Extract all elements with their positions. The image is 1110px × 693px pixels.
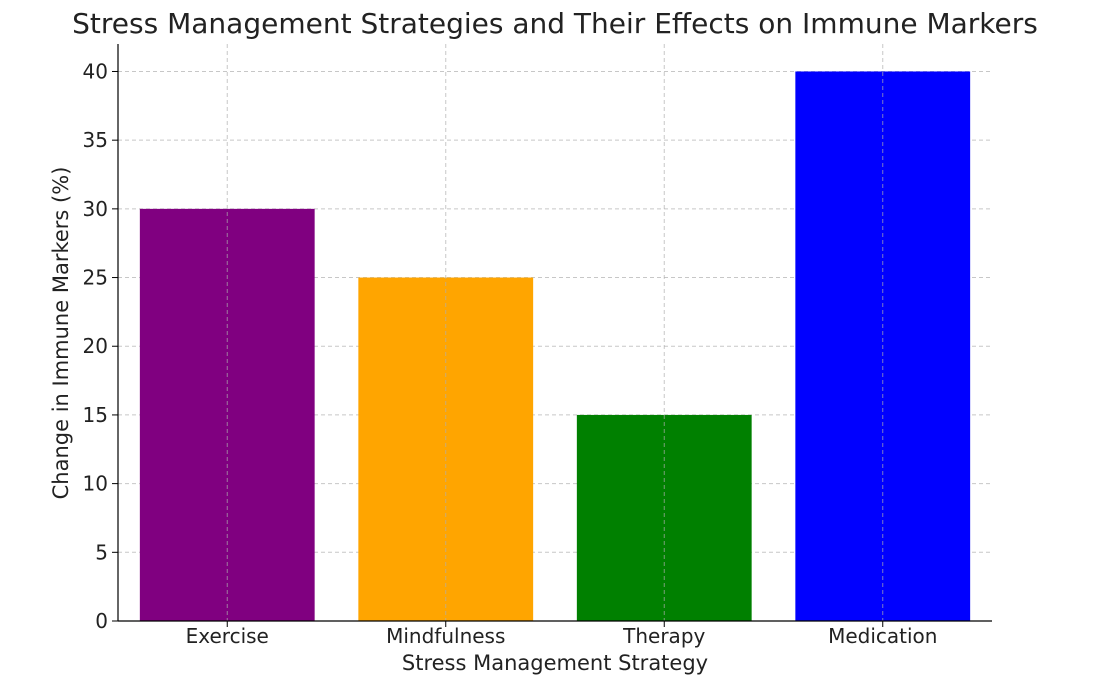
x-tick-label-therapy: Therapy — [622, 624, 705, 648]
y-axis-label: Change in Immune Markers (%) — [49, 167, 73, 500]
y-tick-label: 25 — [83, 266, 108, 290]
x-tick-label-exercise: Exercise — [186, 624, 269, 648]
y-tick-label: 5 — [95, 540, 108, 564]
chart-title: Stress Management Strategies and Their E… — [72, 7, 1038, 40]
x-axis-label: Stress Management Strategy — [402, 651, 708, 675]
y-tick-label: 35 — [83, 128, 108, 152]
vertical-grid-lines — [226, 44, 884, 621]
x-axis-ticks: Exercise Mindfulness Therapy Medication — [186, 621, 937, 648]
y-tick-label: 40 — [83, 59, 108, 83]
y-tick-label: 20 — [83, 334, 108, 358]
y-tick-label: 10 — [83, 472, 108, 496]
x-tick-label-medication: Medication — [828, 624, 937, 648]
y-tick-label: 15 — [83, 403, 108, 427]
y-tick-label: 0 — [95, 609, 108, 633]
x-tick-label-mindfulness: Mindfulness — [386, 624, 505, 648]
y-axis-ticks: 0 5 10 15 20 25 30 35 40 — [83, 59, 118, 633]
y-tick-label: 30 — [83, 197, 108, 221]
